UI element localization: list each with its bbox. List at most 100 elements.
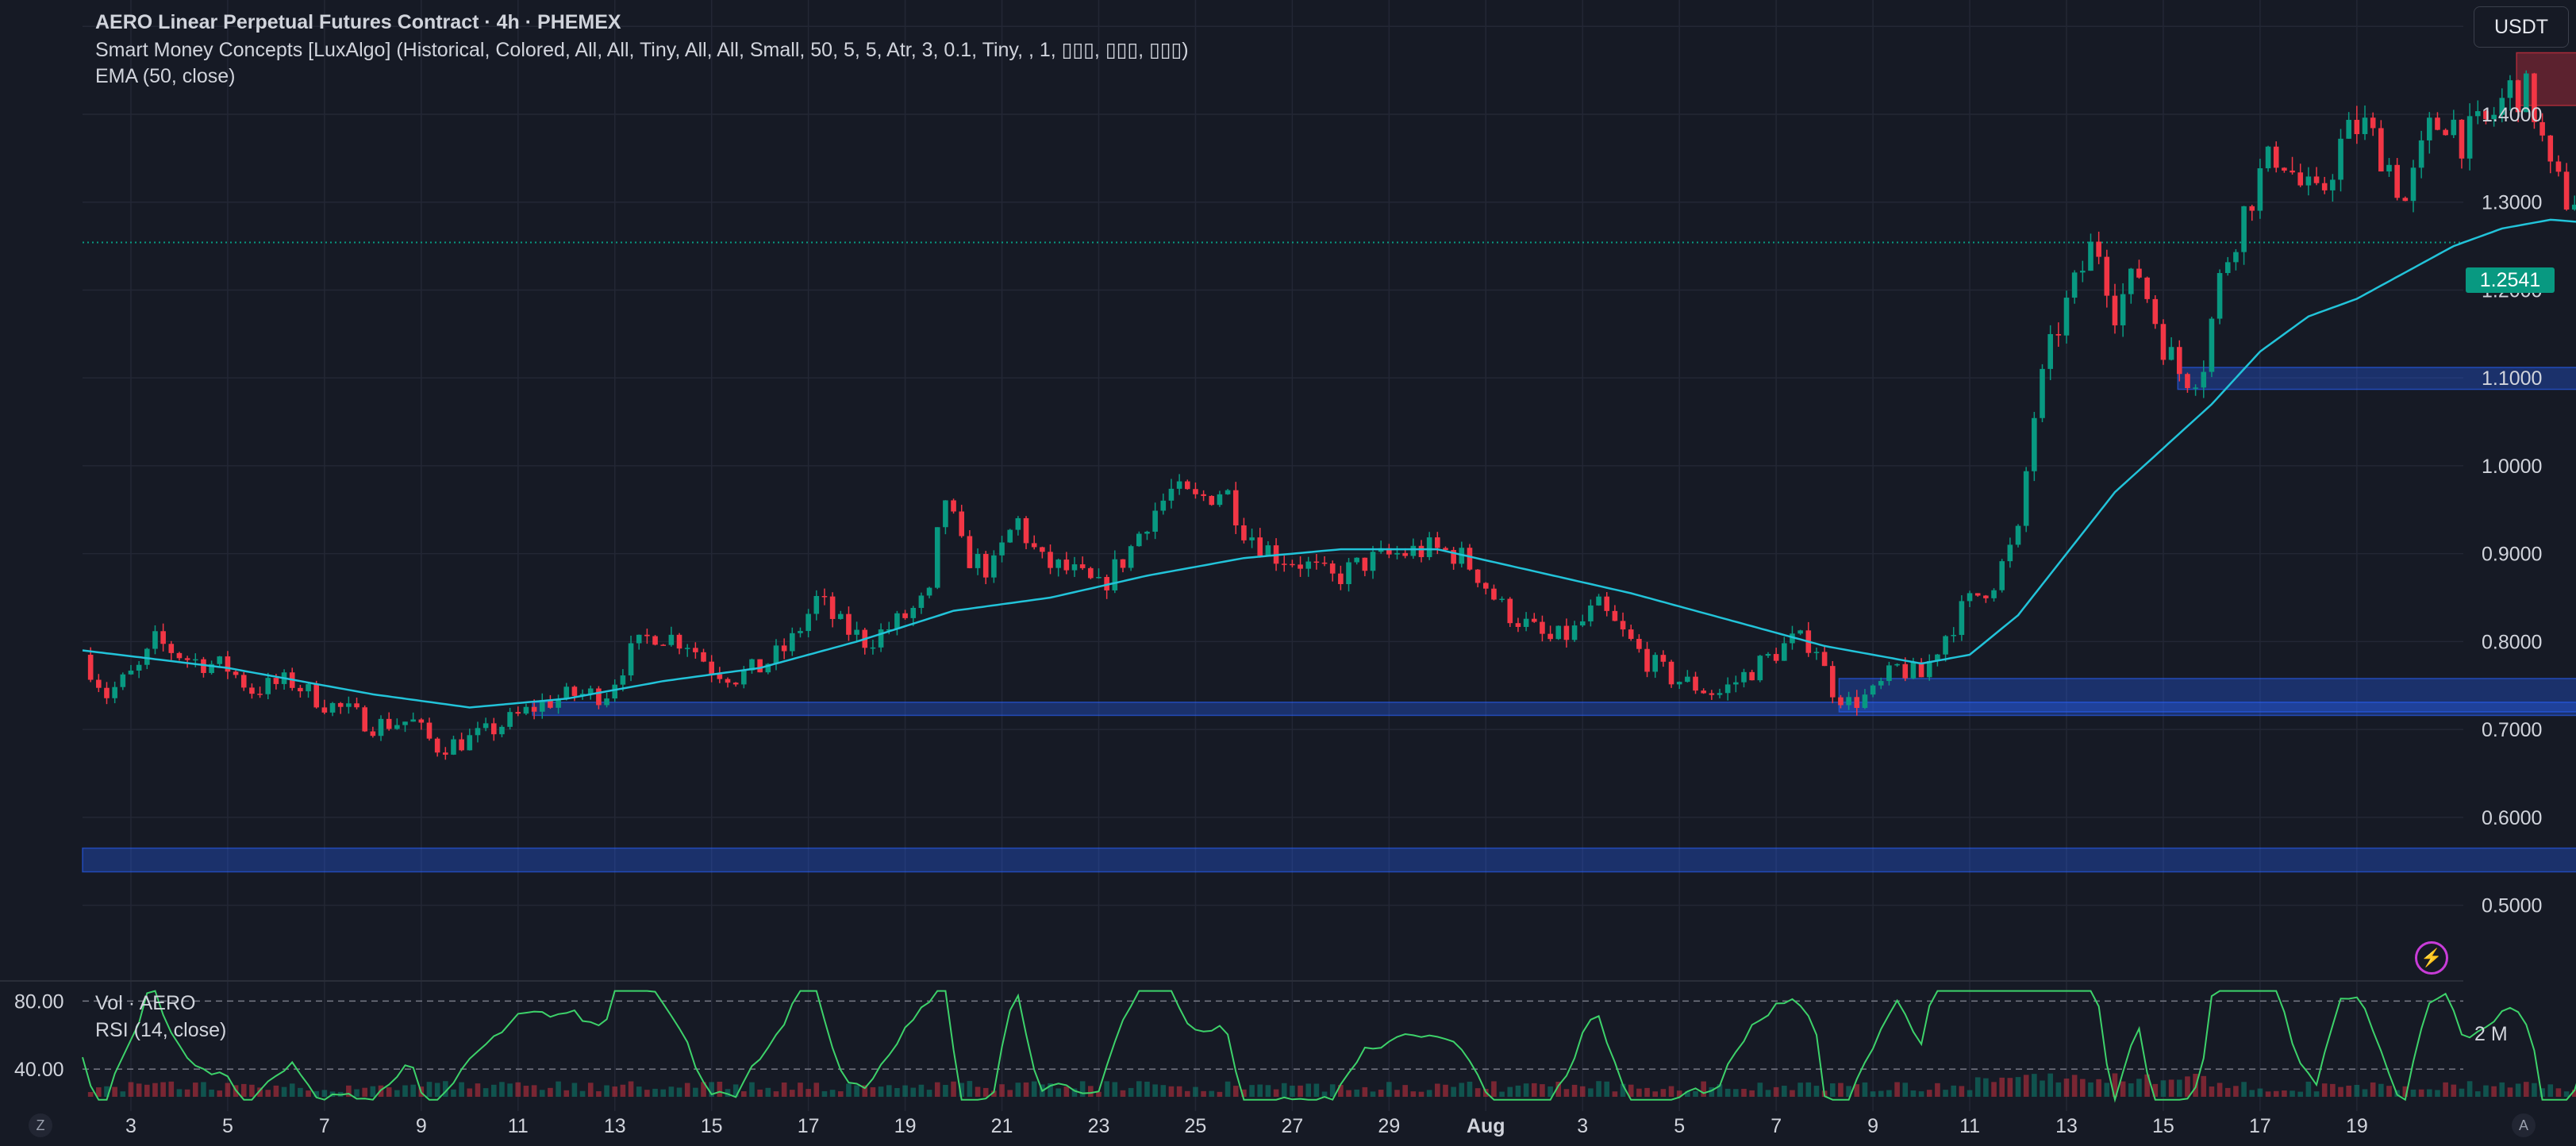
volume-bar [821, 1090, 828, 1097]
volume-bar [386, 1087, 392, 1097]
candle-down [225, 656, 231, 672]
candle-down [701, 652, 706, 662]
volume-bar [1459, 1083, 1465, 1097]
volume-bar [483, 1088, 489, 1097]
candle-up [2386, 164, 2392, 172]
candle-down [548, 700, 553, 708]
candle-down [168, 644, 175, 653]
ema-indicator-legend[interactable]: EMA (50, close) [95, 65, 236, 87]
order-block-zones [82, 52, 2576, 873]
candle-down [1467, 548, 1473, 570]
candle-down [1104, 577, 1109, 590]
candle-up [467, 735, 473, 751]
volume-bar [1112, 1082, 1118, 1097]
volume-bar [757, 1089, 763, 1097]
candle-up [2410, 167, 2416, 202]
candle-up [378, 718, 384, 736]
time-tick-label: 17 [798, 1115, 820, 1137]
candle-down [709, 661, 714, 675]
candle-down [1298, 564, 1303, 569]
candle-down [2539, 121, 2545, 136]
volume-bar [104, 1086, 110, 1097]
candle-up [604, 698, 609, 706]
volume-bar [112, 1086, 117, 1097]
candle-up [999, 542, 1005, 556]
time-tick-label: 29 [1378, 1115, 1400, 1137]
candle-up [1225, 490, 1231, 494]
candle-down [1540, 621, 1545, 634]
volume-bar [1241, 1089, 1247, 1097]
candle-down [1773, 654, 1779, 661]
candle-down [1120, 559, 1126, 568]
volume-bar [1604, 1081, 1610, 1097]
volume-legend[interactable]: Vol · AERO [95, 992, 196, 1014]
volume-bar [1402, 1085, 1408, 1097]
timezone-button[interactable]: Z [29, 1113, 52, 1137]
candle-down [490, 723, 497, 735]
volume-bar [2499, 1082, 2505, 1097]
chart-title: AERO Linear Perpetual Futures Contract ·… [95, 11, 621, 33]
volume-bar [459, 1082, 464, 1097]
volume-bar [1346, 1090, 1351, 1097]
volume-bar [1048, 1083, 1053, 1097]
volume-bar [1854, 1084, 1860, 1097]
rsi-tick-label: 40.00 [14, 1059, 64, 1081]
time-tick-label: 7 [1771, 1115, 1782, 1137]
volume-bar [1209, 1090, 1215, 1097]
volume-bar [1015, 1083, 1021, 1097]
candle-down [176, 652, 183, 659]
volume-bar [168, 1081, 175, 1097]
candle-up [112, 686, 117, 698]
candle-up [1765, 654, 1771, 656]
candle-down [652, 636, 658, 645]
time-axis[interactable]: 3 5 7 9 11 13 15 17 19 21 23 25 27 29 Aug 3 5 7 9 11 13 15 17 1… [125, 1115, 2368, 1137]
volume-bar [257, 1087, 263, 1097]
currency-selector[interactable]: USDT [2474, 6, 2569, 48]
candle-up [499, 726, 505, 735]
volume-bar [926, 1090, 932, 1097]
volume-bar [1378, 1090, 1384, 1097]
rsi-legend[interactable]: RSI (14, close) [95, 1019, 227, 1041]
price-tick-label: 0.8000 [2482, 631, 2542, 653]
candle-up [306, 683, 311, 692]
volume-bar [2451, 1084, 2457, 1097]
volume-bar [2233, 1086, 2239, 1097]
candle-down [757, 659, 763, 673]
volume-bar [2096, 1079, 2101, 1097]
candle-down [1241, 525, 1247, 540]
time-tick-label: 5 [222, 1115, 233, 1137]
candle-down [104, 687, 110, 698]
candle-down [1974, 593, 1981, 596]
volume-bar [1571, 1084, 1578, 1097]
volume-bar [2330, 1083, 2336, 1097]
time-tick-label: 17 [2249, 1115, 2271, 1137]
volume-bar [2290, 1090, 2295, 1097]
smc-indicator-legend[interactable]: Smart Money Concepts [LuxAlgo] (Historic… [95, 39, 1189, 61]
volume-bar [1983, 1078, 1989, 1097]
auto-scale-button[interactable]: A [2512, 1113, 2536, 1137]
volume-bar [1765, 1090, 1771, 1097]
volume-bar [709, 1082, 714, 1097]
volume-bar [628, 1081, 634, 1097]
candle-up [612, 684, 618, 699]
candle-down [2459, 119, 2465, 159]
volume-bar [120, 1091, 126, 1097]
candle-up [934, 527, 940, 588]
candle-up [1790, 633, 1795, 644]
price-axis[interactable]: 1.50001.40001.30001.20001.10001.00000.90… [2482, 16, 2542, 917]
candle-up [2032, 417, 2037, 471]
current-price-label: 1.2541 [2466, 267, 2555, 293]
candle-down [676, 634, 682, 649]
candle-up [1967, 593, 1973, 602]
candle-down [1709, 693, 1715, 695]
volume-bar [1426, 1090, 1432, 1097]
candle-down [1918, 662, 1924, 678]
volume-bar [434, 1083, 440, 1097]
volume-bar [1290, 1085, 1295, 1097]
lightning-icon[interactable]: ⚡ [2415, 941, 2448, 975]
candle-up [587, 688, 594, 694]
candle-down [1821, 652, 1828, 667]
demand-zone [82, 847, 2576, 873]
volume-bar [507, 1083, 513, 1097]
